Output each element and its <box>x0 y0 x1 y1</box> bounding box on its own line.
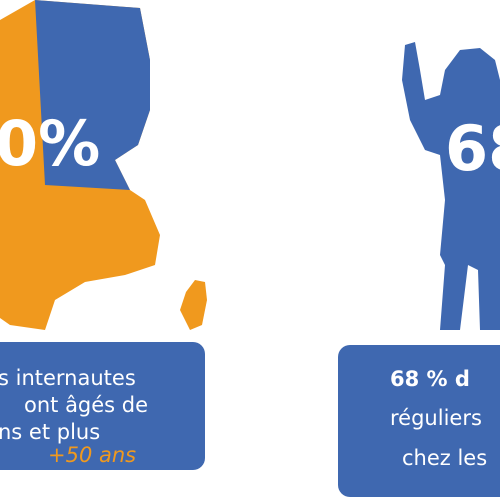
left-line: s internautes <box>0 366 136 390</box>
silhouette <box>402 42 500 330</box>
left-box <box>0 342 205 470</box>
left-line: ns et plus <box>0 420 100 444</box>
right-line: réguliers <box>390 406 482 430</box>
left-tag: +50 ans <box>48 443 136 467</box>
right-line: 68 % d <box>390 367 470 391</box>
right-percent: 68 <box>445 112 500 185</box>
map-wedge <box>35 0 150 190</box>
corsica <box>180 280 207 330</box>
left-line: ont âgés de <box>24 393 148 417</box>
right-line: chez les <box>402 446 487 470</box>
right-box <box>338 345 500 497</box>
left-percent: 0% <box>0 107 100 180</box>
